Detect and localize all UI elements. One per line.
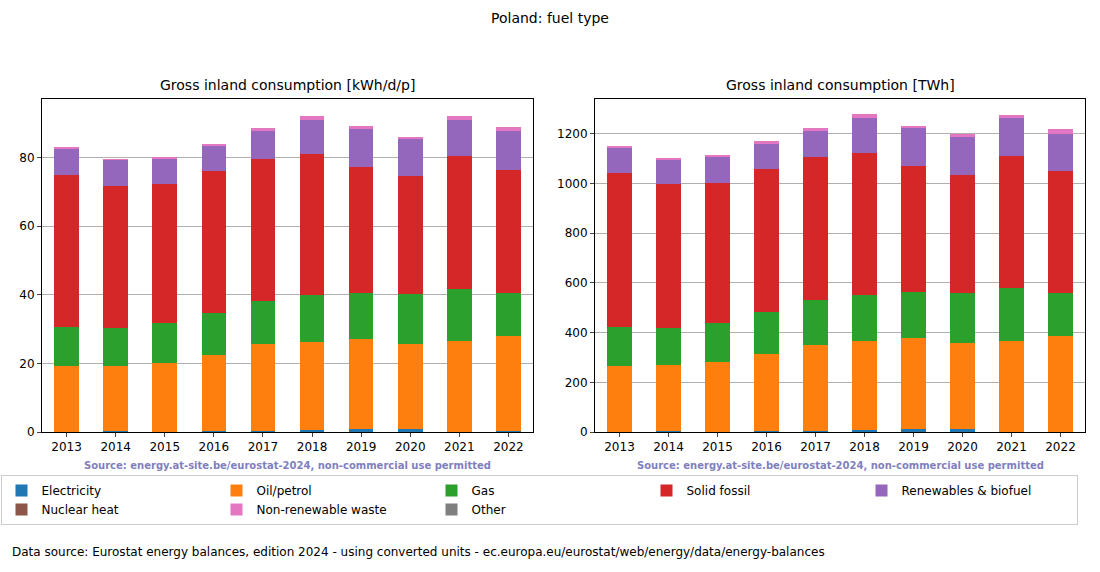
svg-text:1200: 1200 [557,127,588,141]
svg-text:0: 0 [580,425,588,439]
svg-text:2013: 2013 [604,440,635,454]
svg-text:Nuclear heat: Nuclear heat [42,503,119,517]
svg-text:2016: 2016 [751,440,782,454]
svg-text:600: 600 [565,276,588,290]
svg-text:Other: Other [472,503,506,517]
svg-text:80: 80 [19,151,34,165]
svg-text:2014: 2014 [100,440,131,454]
svg-text:2015: 2015 [149,440,180,454]
svg-text:Data source: Eurostat energy b: Data source: Eurostat energy balances, e… [12,545,825,559]
svg-text:0: 0 [27,425,35,439]
svg-text:2019: 2019 [898,440,929,454]
svg-text:Poland: fuel type: Poland: fuel type [491,10,609,26]
svg-text:2017: 2017 [800,440,831,454]
svg-text:2018: 2018 [297,440,328,454]
svg-text:2022: 2022 [493,440,524,454]
svg-text:Gross inland consumption [kWh/: Gross inland consumption [kWh/d/p] [160,77,415,93]
svg-text:2021: 2021 [996,440,1027,454]
svg-text:Renewables & biofuel: Renewables & biofuel [902,484,1032,498]
svg-text:Gross inland consumption [TWh]: Gross inland consumption [TWh] [726,77,955,93]
svg-text:2015: 2015 [702,440,733,454]
svg-text:Source: energy.at-site.be/euro: Source: energy.at-site.be/eurostat-2024,… [84,460,491,471]
svg-text:2019: 2019 [346,440,377,454]
svg-text:400: 400 [565,326,588,340]
svg-text:2021: 2021 [444,440,475,454]
svg-text:40: 40 [19,288,34,302]
svg-text:800: 800 [565,226,588,240]
svg-text:20: 20 [19,357,34,371]
svg-text:60: 60 [19,219,34,233]
svg-text:Non-renewable waste: Non-renewable waste [257,503,387,517]
svg-text:2022: 2022 [1045,440,1076,454]
svg-text:Solid fossil: Solid fossil [687,484,751,498]
svg-text:Source: energy.at-site.be/euro: Source: energy.at-site.be/eurostat-2024,… [637,460,1044,471]
svg-text:2018: 2018 [849,440,880,454]
svg-text:2016: 2016 [199,440,230,454]
svg-text:Oil/petrol: Oil/petrol [257,484,312,498]
svg-text:200: 200 [565,376,588,390]
svg-text:2020: 2020 [395,440,426,454]
svg-text:2020: 2020 [947,440,978,454]
svg-text:Electricity: Electricity [42,484,102,498]
svg-text:1000: 1000 [557,177,588,191]
svg-text:2013: 2013 [51,440,82,454]
svg-text:2014: 2014 [653,440,684,454]
svg-text:Gas: Gas [472,484,495,498]
svg-text:2017: 2017 [248,440,279,454]
